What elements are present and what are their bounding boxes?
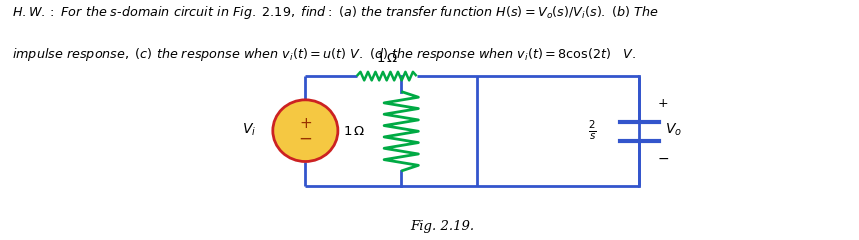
Text: $1\,\Omega$: $1\,\Omega$ — [375, 52, 398, 66]
Text: −: − — [298, 129, 313, 147]
Text: Fig. 2.19.: Fig. 2.19. — [411, 220, 474, 233]
Text: $\it{H.W.:}$ $\it{For}$ $\it{the}$ $\it{s}$-$\it{domain}$ $\it{circuit}$ $\it{in: $\it{H.W.:}$ $\it{For}$ $\it{the}$ $\it{… — [12, 4, 659, 21]
Text: +: + — [299, 116, 312, 131]
Text: $V_o$: $V_o$ — [665, 122, 682, 138]
Ellipse shape — [273, 100, 338, 162]
Text: $\it{impulse}$ $\it{response,}$ $\it{(c)}$ $\it{the}$ $\it{response}$ $\it{when}: $\it{impulse}$ $\it{response,}$ $\it{(c)… — [12, 47, 636, 63]
Text: +: + — [658, 97, 668, 110]
Text: $1\,\Omega$: $1\,\Omega$ — [343, 125, 365, 138]
Text: $V_i$: $V_i$ — [241, 121, 256, 138]
Text: $\frac{2}{s}$: $\frac{2}{s}$ — [588, 119, 596, 142]
Text: −: − — [657, 151, 669, 166]
